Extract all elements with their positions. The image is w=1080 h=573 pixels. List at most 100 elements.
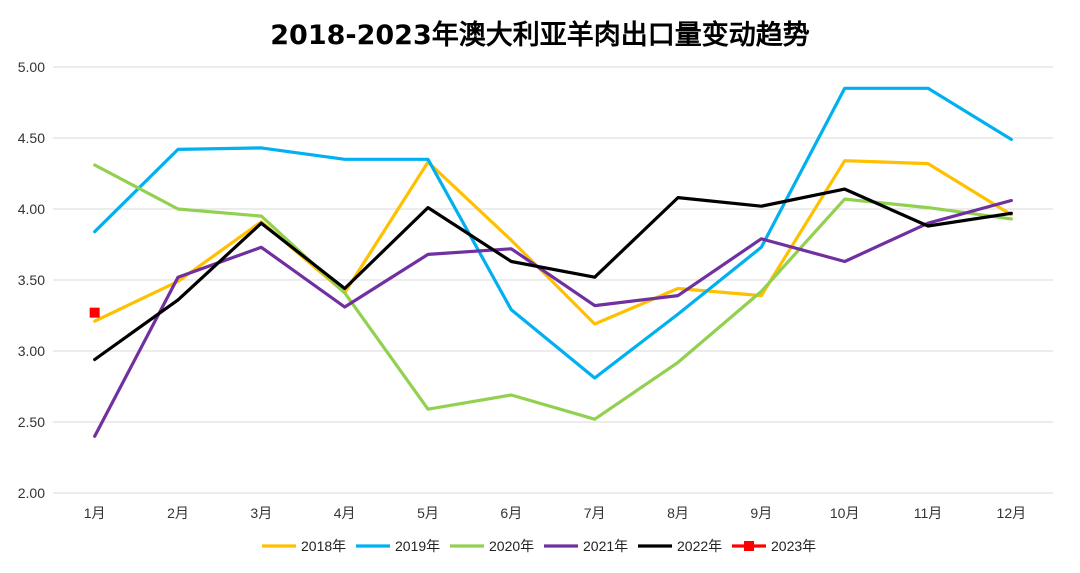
y-tick-label: 2.50 (18, 414, 45, 430)
data-point (343, 287, 346, 290)
data-point (427, 253, 430, 256)
legend-label: 2020年 (489, 538, 534, 554)
series-line (93, 187, 1013, 362)
data-point (93, 163, 96, 166)
series-2022年 (93, 187, 1013, 362)
data-point (510, 260, 513, 263)
data-point (260, 246, 263, 249)
data-point (177, 298, 180, 301)
legend-label: 2023年 (771, 538, 816, 554)
data-point (760, 294, 763, 297)
data-point (1010, 199, 1013, 202)
y-tick-label: 3.50 (18, 272, 45, 288)
y-tick-label: 4.00 (18, 201, 45, 217)
legend-item: 2022年 (638, 538, 722, 554)
data-point (177, 148, 180, 151)
x-tick-label: 1月 (84, 505, 106, 521)
series-line (93, 163, 1013, 421)
x-tick-label: 5月 (417, 505, 439, 521)
data-point (427, 206, 430, 209)
data-point (927, 225, 930, 228)
data-point (593, 276, 596, 279)
data-point (843, 260, 846, 263)
data-point (343, 291, 346, 294)
chart-title: 2018-2023年澳大利亚羊肉出口量变动趋势 (270, 19, 810, 51)
x-tick-label: 6月 (500, 505, 522, 521)
data-point (427, 408, 430, 411)
data-point (760, 290, 763, 293)
data-point (843, 198, 846, 201)
data-point (593, 304, 596, 307)
data-point (260, 222, 263, 225)
x-tick-label: 12月 (997, 505, 1027, 521)
data-point (510, 239, 513, 242)
data-point (1010, 138, 1013, 141)
data-point (260, 215, 263, 218)
data-point (1010, 212, 1013, 215)
data-point (343, 158, 346, 161)
data-point (510, 394, 513, 397)
series-lines (89, 86, 1013, 438)
legend-label: 2022年 (677, 538, 722, 554)
data-point (927, 87, 930, 90)
series-line (93, 198, 1013, 438)
series-2019年 (93, 86, 1013, 380)
legend: 2018年 2019年 2020年 2021年 2022年 2023年 (262, 538, 816, 554)
series-2020年 (93, 163, 1013, 421)
legend-marker (744, 541, 754, 551)
data-point-marker (89, 307, 100, 318)
data-point (677, 361, 680, 364)
data-point (593, 323, 596, 326)
legend-item: 2019年 (356, 538, 440, 554)
data-point (93, 435, 96, 438)
series-2023年 (89, 307, 100, 318)
data-point (927, 162, 930, 165)
y-tick-label: 5.00 (18, 59, 45, 75)
x-tick-label: 7月 (584, 505, 606, 521)
data-point (93, 230, 96, 233)
legend-item: 2021年 (544, 538, 628, 554)
x-tick-label: 8月 (667, 505, 689, 521)
legend-label: 2018年 (301, 538, 346, 554)
data-point (177, 208, 180, 211)
x-tick-label: 10月 (830, 505, 860, 521)
legend-item: 2018年 (262, 538, 346, 554)
y-tick-label: 2.00 (18, 485, 45, 501)
y-tick-label: 3.00 (18, 343, 45, 359)
x-tick-label: 3月 (250, 505, 272, 521)
series-line (93, 86, 1013, 380)
x-tick-label: 9月 (750, 505, 772, 521)
data-point (927, 206, 930, 209)
gridlines (53, 66, 1053, 494)
y-axis-ticks: 2.00 2.50 3.00 3.50 4.00 4.50 5.00 (18, 59, 45, 501)
data-point (593, 418, 596, 421)
data-point (677, 294, 680, 297)
y-tick-label: 4.50 (18, 130, 45, 146)
data-point (677, 196, 680, 199)
series-2018年 (93, 159, 1013, 326)
data-point (260, 146, 263, 149)
data-point (843, 87, 846, 90)
data-point (760, 205, 763, 208)
x-tick-label: 11月 (914, 505, 943, 521)
data-point (1010, 217, 1013, 220)
data-point (843, 188, 846, 191)
data-point (677, 287, 680, 290)
data-point (510, 308, 513, 311)
legend-item: 2020年 (450, 538, 534, 554)
data-point (510, 247, 513, 250)
series-line (93, 159, 1013, 326)
data-point (760, 237, 763, 240)
legend-label: 2019年 (395, 538, 440, 554)
data-point (427, 158, 430, 161)
data-point (760, 246, 763, 249)
series-2021年 (93, 198, 1013, 438)
data-point (93, 320, 96, 323)
data-point (343, 305, 346, 308)
legend-label: 2021年 (583, 538, 628, 554)
legend-item: 2023年 (732, 538, 816, 554)
x-axis-ticks: 1月 2月 3月 4月 5月 6月 7月 8月 9月 10月 11月 12月 (84, 505, 1026, 521)
data-point (843, 159, 846, 162)
